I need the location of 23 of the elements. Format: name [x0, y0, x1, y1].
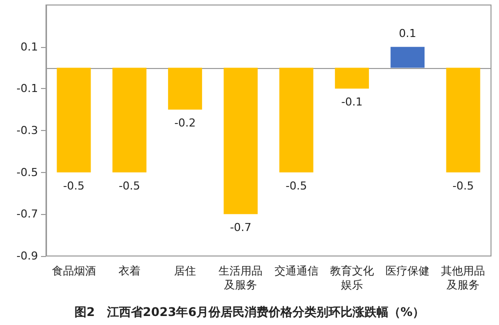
y-tick-label: -0.9: [16, 250, 38, 262]
data-label: -0.7: [230, 221, 252, 234]
y-tick-label: -0.3: [16, 124, 38, 137]
x-tick-label: 其他用品及服务: [441, 264, 486, 292]
data-label: -0.5: [452, 179, 474, 192]
y-tick-label: -0.5: [16, 166, 38, 179]
data-label: -0.5: [286, 179, 308, 192]
x-tick-label: 交通通信: [274, 264, 318, 278]
x-tick-label: 食品烟酒: [52, 264, 96, 278]
text: 图2 江西省2023年6月份居民消费价格分类别环比涨跌幅（%）: [74, 305, 425, 319]
data-label: -0.1: [341, 96, 363, 109]
data-label: -0.2: [174, 116, 196, 130]
x-tick-label: 衣着: [118, 264, 140, 278]
y-tick-label: -0.1: [16, 82, 38, 96]
y-tick-label: 0.1: [20, 40, 38, 54]
x-tick-label: 居住: [174, 264, 196, 278]
x-tick-label: 生活用品及服务: [218, 264, 263, 292]
y-tick-label: -0.7: [16, 208, 38, 221]
data-label: -0.5: [118, 179, 140, 192]
data-label: 0.1: [398, 26, 416, 40]
x-tick-label: 医疗保健: [386, 264, 430, 278]
x-tick-label: 教育文化娱乐: [330, 264, 374, 292]
data-label: -0.5: [63, 179, 85, 192]
